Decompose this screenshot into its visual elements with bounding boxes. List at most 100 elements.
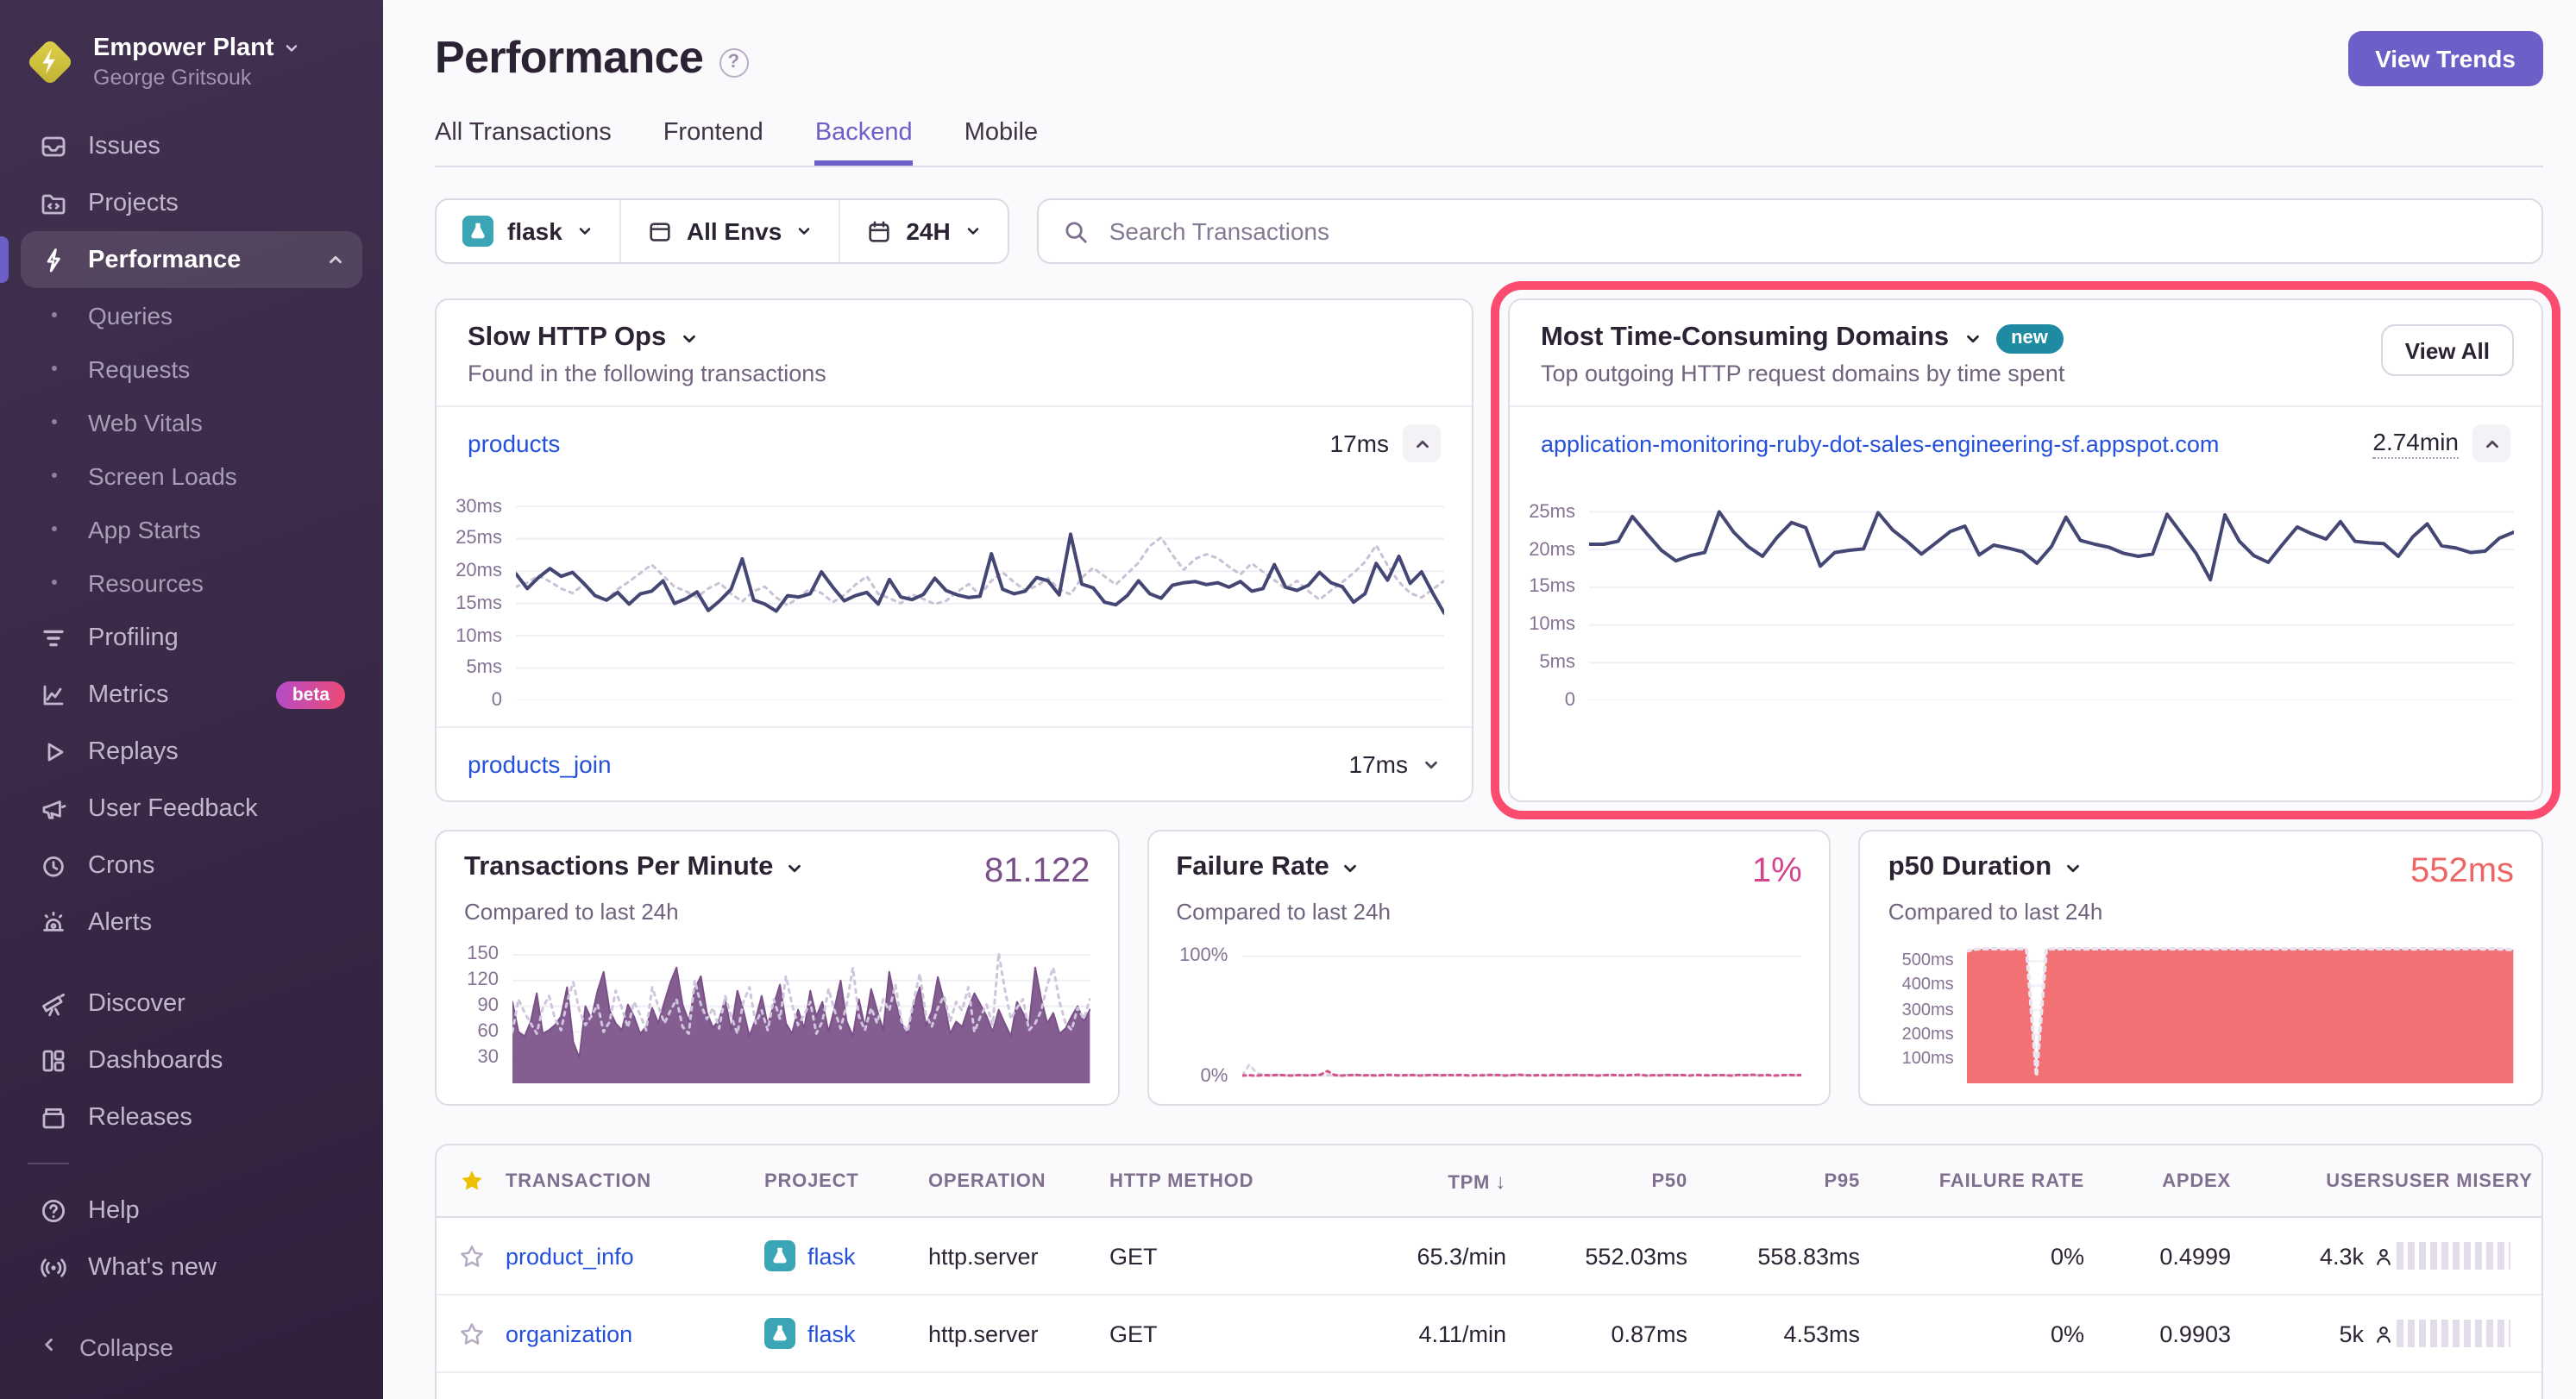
chevron-left-icon bbox=[38, 1333, 60, 1361]
sidebar-item-releases[interactable]: Releases bbox=[21, 1088, 362, 1145]
sidebar: Empower Plant George Gritsouk Issues Pro… bbox=[0, 0, 383, 1399]
sidebar-item-resources[interactable]: Resources bbox=[21, 555, 362, 609]
dashboards-icon bbox=[38, 1046, 69, 1074]
tpm-cell: 65.3/min bbox=[1308, 1243, 1506, 1269]
chevron-down-icon[interactable] bbox=[785, 858, 804, 877]
transaction-link[interactable]: organization bbox=[506, 1321, 764, 1346]
card-subtitle: Compared to last 24h bbox=[464, 899, 1090, 925]
transactions-table: TRANSACTION PROJECT OPERATION HTTP METHO… bbox=[435, 1144, 2543, 1399]
column-header-project[interactable]: PROJECT bbox=[764, 1170, 928, 1191]
star-toggle[interactable] bbox=[437, 1321, 506, 1346]
sidebar-item-label: Web Vitals bbox=[88, 408, 203, 436]
collapse-label: Collapse bbox=[79, 1333, 173, 1361]
date-range-filter[interactable]: 24H bbox=[840, 200, 1007, 262]
transaction-link-products-join[interactable]: products_join bbox=[468, 750, 612, 778]
chart-plot bbox=[1589, 497, 2514, 700]
help-icon[interactable]: ? bbox=[719, 47, 748, 77]
sidebar-item-queries[interactable]: Queries bbox=[21, 288, 362, 342]
sidebar-item-alerts[interactable]: Alerts bbox=[21, 894, 362, 950]
column-header-p50[interactable]: P50 bbox=[1506, 1170, 1687, 1191]
time-spent-value: 2.74min bbox=[2372, 428, 2459, 459]
environment-filter[interactable]: All Envs bbox=[621, 200, 841, 262]
view-all-button[interactable]: View All bbox=[2381, 324, 2514, 376]
org-switcher[interactable]: Empower Plant George Gritsouk bbox=[0, 21, 383, 117]
apdex-cell: 0.9903 bbox=[2084, 1321, 2231, 1346]
bullet-icon bbox=[51, 473, 56, 478]
chevron-up-icon bbox=[326, 250, 345, 269]
tab-bar: All Transactions Frontend Backend Mobile bbox=[435, 119, 2543, 167]
chart-plot bbox=[516, 497, 1444, 700]
org-logo bbox=[24, 36, 76, 88]
project-filter[interactable]: flask bbox=[437, 200, 621, 262]
megaphone-icon bbox=[38, 794, 69, 822]
user-icon bbox=[2372, 1245, 2395, 1267]
column-header-http-method[interactable]: HTTP METHOD bbox=[1109, 1170, 1308, 1191]
sidebar-item-app-starts[interactable]: App Starts bbox=[21, 502, 362, 555]
column-header-p95[interactable]: P95 bbox=[1687, 1170, 1860, 1191]
sidebar-item-profiling[interactable]: Profiling bbox=[21, 609, 362, 666]
window-icon bbox=[647, 218, 673, 244]
sidebar-item-metrics[interactable]: Metrics beta bbox=[21, 666, 362, 723]
transactions-per-minute-card: Transactions Per Minute 81.122 Compared … bbox=[435, 830, 1119, 1106]
column-header-apdex[interactable]: APDEX bbox=[2084, 1170, 2231, 1191]
transaction-link-products[interactable]: products bbox=[468, 430, 560, 457]
project-cell[interactable]: flask bbox=[764, 1240, 928, 1271]
sidebar-item-user-feedback[interactable]: User Feedback bbox=[21, 780, 362, 837]
most-time-consuming-domains-card: Most Time-Consuming Domains new Top outg… bbox=[1508, 298, 2543, 802]
chevron-down-icon[interactable] bbox=[680, 329, 699, 348]
clock-icon bbox=[38, 851, 69, 879]
chart-plot bbox=[1241, 942, 1801, 1083]
sidebar-item-projects[interactable]: Projects bbox=[21, 174, 362, 231]
chevron-down-icon[interactable] bbox=[1963, 329, 1982, 348]
sidebar-item-web-vitals[interactable]: Web Vitals bbox=[21, 395, 362, 449]
chevron-down-icon[interactable] bbox=[2064, 858, 2083, 877]
view-trends-button[interactable]: View Trends bbox=[2347, 31, 2543, 86]
sidebar-item-crons[interactable]: Crons bbox=[21, 837, 362, 894]
chart-plot bbox=[1968, 942, 2514, 1083]
column-header-users[interactable]: USERS bbox=[2231, 1170, 2395, 1191]
sidebar-item-help[interactable]: Help bbox=[21, 1182, 362, 1239]
tab-backend[interactable]: Backend bbox=[815, 119, 913, 166]
slow-http-chart: 30ms25ms20ms15ms10ms5ms0 bbox=[450, 497, 1444, 700]
sidebar-item-discover[interactable]: Discover bbox=[21, 975, 362, 1032]
sidebar-item-replays[interactable]: Replays bbox=[21, 723, 362, 780]
sidebar-item-label: Discover bbox=[88, 989, 185, 1017]
sidebar-item-screen-loads[interactable]: Screen Loads bbox=[21, 449, 362, 502]
sidebar-item-dashboards[interactable]: Dashboards bbox=[21, 1032, 362, 1088]
sidebar-item-issues[interactable]: Issues bbox=[21, 117, 362, 174]
column-header-transaction[interactable]: TRANSACTION bbox=[506, 1170, 764, 1191]
column-header-operation[interactable]: OPERATION bbox=[928, 1170, 1109, 1191]
column-header-failure-rate[interactable]: FAILURE RATE bbox=[1860, 1170, 2084, 1191]
star-column-icon[interactable] bbox=[437, 1168, 506, 1194]
card-title: Failure Rate bbox=[1176, 852, 1329, 883]
card-title: Transactions Per Minute bbox=[464, 852, 773, 883]
column-header-user-misery[interactable]: USER MISERY bbox=[2395, 1170, 2543, 1191]
project-cell[interactable]: flask bbox=[764, 1318, 928, 1349]
tab-all-transactions[interactable]: All Transactions bbox=[435, 119, 612, 166]
org-name: Empower Plant bbox=[93, 35, 274, 62]
sidebar-item-label: Requests bbox=[88, 354, 190, 382]
domain-link[interactable]: application-monitoring-ruby-dot-sales-en… bbox=[1541, 430, 2219, 456]
tab-frontend[interactable]: Frontend bbox=[663, 119, 763, 166]
lightning-icon bbox=[38, 246, 69, 273]
filter-bar: flask All Envs 24H bbox=[435, 198, 2543, 264]
telescope-icon bbox=[38, 989, 69, 1017]
sidebar-item-whats-new[interactable]: What's new bbox=[21, 1239, 362, 1295]
sidebar-collapse-button[interactable]: Collapse bbox=[0, 1320, 383, 1375]
chevron-up-icon bbox=[1412, 434, 1431, 453]
tab-mobile[interactable]: Mobile bbox=[964, 119, 1038, 166]
search-transactions-input[interactable] bbox=[1106, 216, 2517, 247]
chevron-down-icon[interactable] bbox=[1341, 858, 1360, 877]
sidebar-item-label: App Starts bbox=[88, 515, 201, 543]
collapse-row-button[interactable] bbox=[2472, 424, 2510, 462]
users-cell: 5k bbox=[2231, 1321, 2395, 1346]
star-toggle[interactable] bbox=[437, 1243, 506, 1269]
sidebar-item-performance[interactable]: Performance bbox=[21, 231, 362, 288]
chevron-down-icon[interactable] bbox=[1422, 755, 1441, 774]
flask-project-icon bbox=[462, 216, 493, 247]
transaction-link[interactable]: product_info bbox=[506, 1243, 764, 1269]
column-header-tpm[interactable]: TPM↓ bbox=[1308, 1169, 1506, 1193]
sidebar-item-requests[interactable]: Requests bbox=[21, 342, 362, 395]
p50-cell: 0.87ms bbox=[1506, 1321, 1687, 1346]
collapse-row-button[interactable] bbox=[1403, 424, 1441, 462]
